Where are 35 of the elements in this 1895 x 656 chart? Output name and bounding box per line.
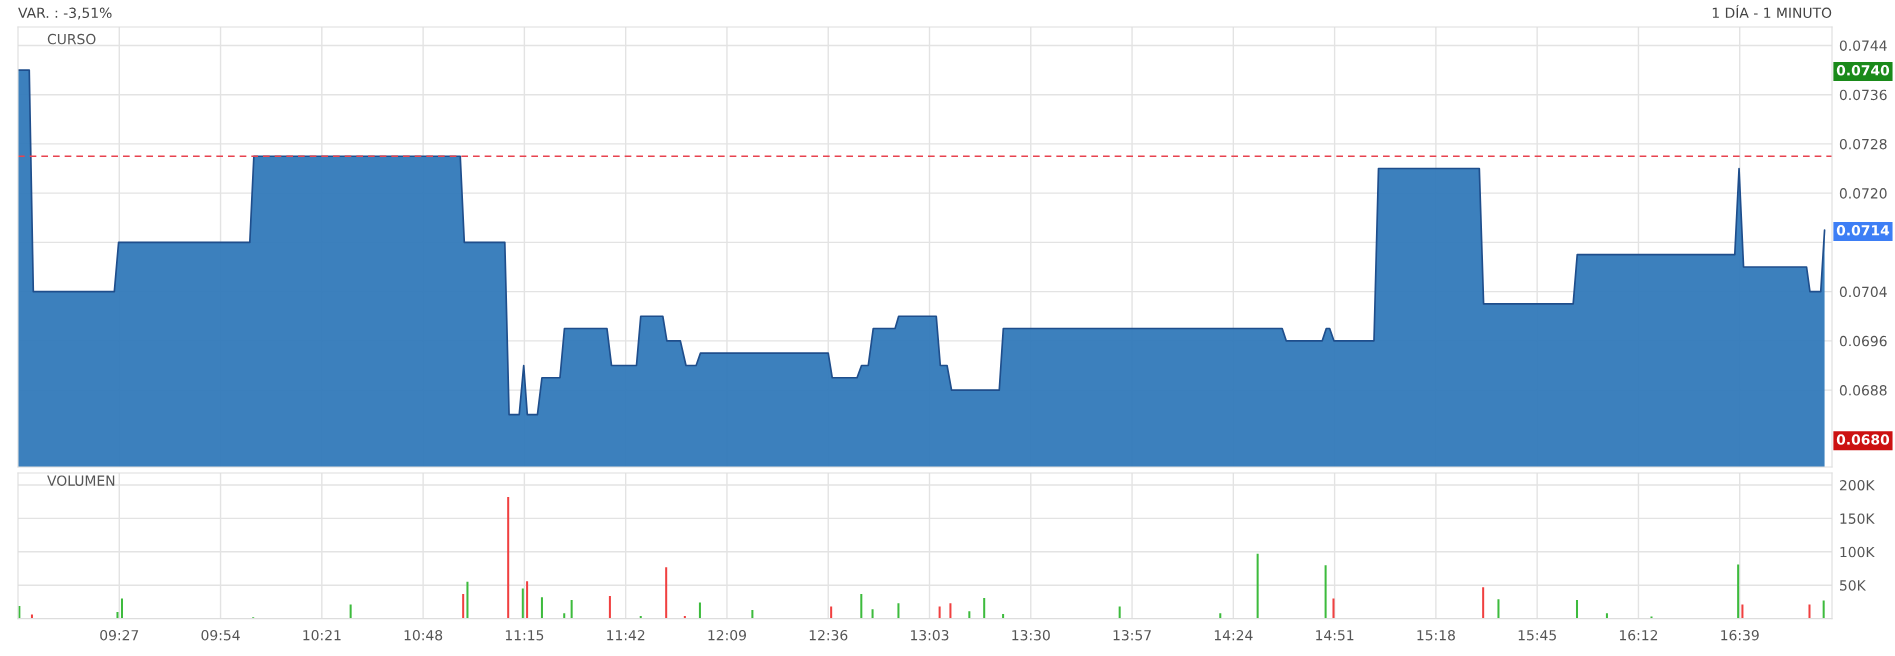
x-tick-label: 12:36 — [809, 629, 848, 641]
chart-title: VOLUMEN — [47, 475, 115, 486]
x-tick-label: 16:12 — [1619, 629, 1658, 641]
text: VAR. : -3,51% — [18, 7, 112, 20]
x-tick-label: 10:48 — [404, 629, 443, 641]
x-tick-label: 14:51 — [1316, 630, 1354, 641]
x-tick-label: 14:24 — [1214, 629, 1253, 641]
x-tick-label: 13:30 — [1012, 629, 1050, 641]
x-tick-label: 10:21 — [303, 629, 341, 641]
y2-tick-label: 0.0714 — [1836, 225, 1890, 236]
y-tick-label: 0.0688 — [1839, 385, 1887, 396]
y-tick-label: 0.0696 — [1839, 335, 1887, 347]
y2-tick-label: 0.0680 — [1836, 434, 1890, 445]
x-tick-label: 11:15 — [505, 630, 544, 641]
y2-tick-label: 0.0740 — [1836, 65, 1890, 76]
x-tick-label: 11:42 — [607, 629, 645, 641]
y-tick-label: 200K — [1839, 479, 1875, 491]
chart-title: CURSO — [47, 33, 96, 45]
x-tick-label: 12:09 — [708, 629, 746, 641]
x-tick-label: 09:54 — [201, 629, 240, 641]
y-tick-label: 150K — [1840, 513, 1875, 524]
chart-subtitle: 1 DÍA - 1 MINUTO — [1712, 4, 1832, 19]
y-tick-label: 50K — [1840, 580, 1867, 591]
y-tick-label: 0.0744 — [1839, 40, 1887, 51]
x-tick-label: 16:39 — [1721, 629, 1759, 641]
y-tick-label: 0.0728 — [1839, 138, 1887, 150]
y-tick-label: 0.0720 — [1839, 188, 1887, 199]
x-tick-label: 09:27 — [100, 629, 139, 641]
x-tick-label: 15:45 — [1518, 630, 1556, 641]
y-tick-label: 0.0704 — [1839, 286, 1887, 298]
x-tick-label: 13:03 — [911, 629, 949, 641]
x-tick-label: 13:57 — [1113, 629, 1151, 641]
y-tick-label: 100K — [1840, 546, 1875, 558]
x-tick-label: 15:18 — [1417, 629, 1455, 641]
y-tick-label: 0.0736 — [1839, 89, 1887, 101]
